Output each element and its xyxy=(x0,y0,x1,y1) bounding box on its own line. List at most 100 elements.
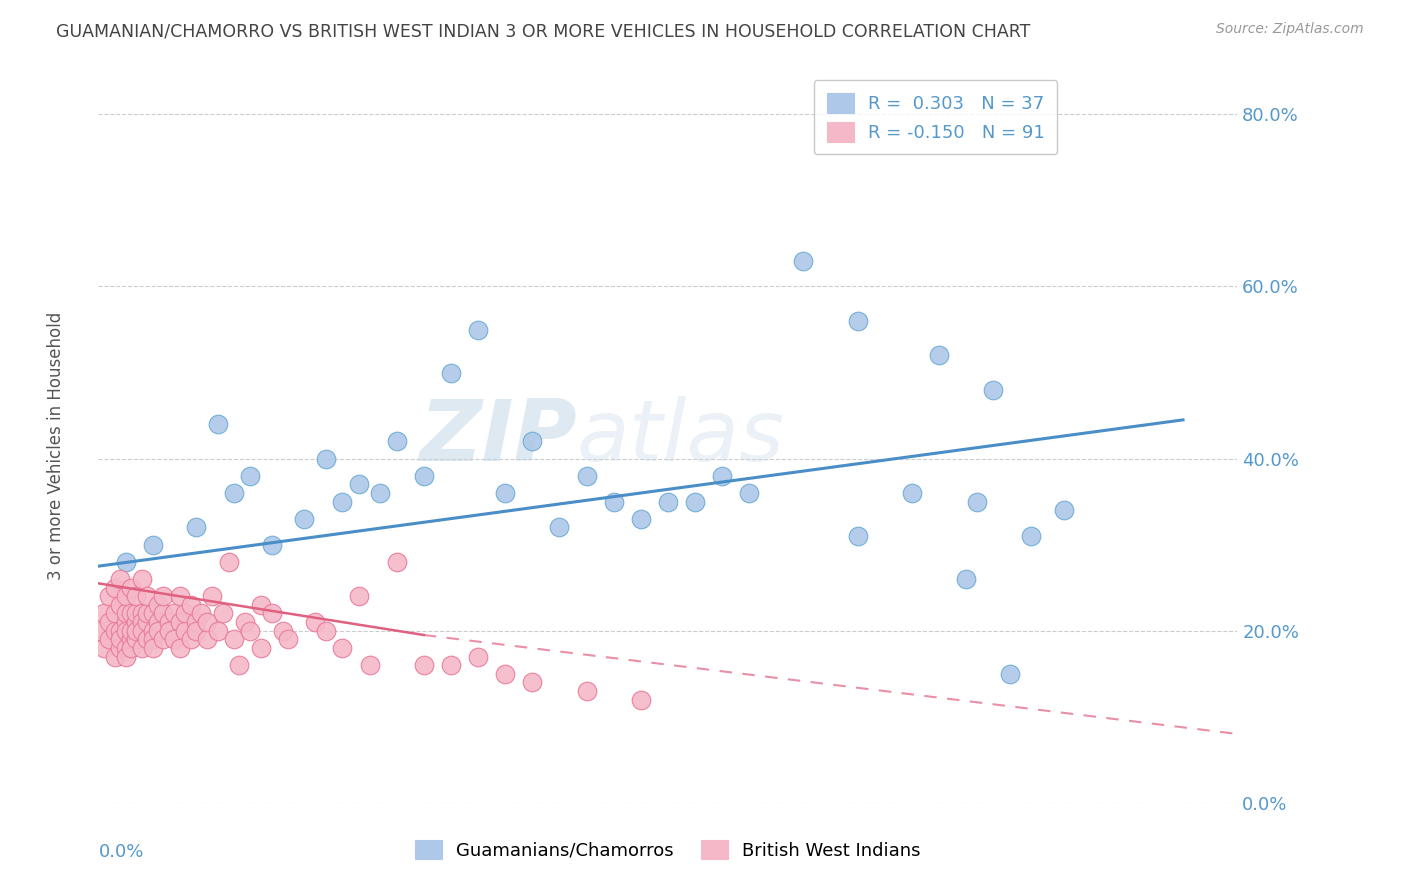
Point xyxy=(711,468,734,483)
Point xyxy=(184,624,207,638)
Point xyxy=(304,615,326,629)
Point xyxy=(169,640,191,655)
Point xyxy=(120,632,142,647)
Point xyxy=(494,666,516,681)
Point xyxy=(98,615,121,629)
Point xyxy=(142,632,165,647)
Point xyxy=(966,494,988,508)
Point xyxy=(87,624,110,638)
Point xyxy=(1053,503,1076,517)
Point xyxy=(142,607,165,621)
Point xyxy=(315,624,337,638)
Point xyxy=(108,572,131,586)
Point xyxy=(142,624,165,638)
Point xyxy=(174,607,197,621)
Point xyxy=(630,692,652,706)
Point xyxy=(104,649,127,664)
Point xyxy=(467,322,489,336)
Point xyxy=(180,632,202,647)
Point xyxy=(359,658,381,673)
Point xyxy=(901,486,924,500)
Point xyxy=(146,615,169,629)
Point xyxy=(657,494,679,508)
Point xyxy=(385,434,408,449)
Point xyxy=(494,486,516,500)
Point xyxy=(136,632,159,647)
Point xyxy=(548,520,571,534)
Point xyxy=(190,607,212,621)
Point xyxy=(212,607,235,621)
Text: atlas: atlas xyxy=(576,395,785,479)
Text: 0.0%: 0.0% xyxy=(98,843,143,861)
Point xyxy=(294,512,316,526)
Point xyxy=(575,684,598,698)
Point xyxy=(142,538,165,552)
Point xyxy=(846,314,869,328)
Point xyxy=(93,640,115,655)
Point xyxy=(152,632,174,647)
Point xyxy=(114,589,136,603)
Point xyxy=(136,589,159,603)
Point xyxy=(131,624,153,638)
Point xyxy=(146,624,169,638)
Point xyxy=(131,640,153,655)
Point xyxy=(169,615,191,629)
Point xyxy=(108,598,131,612)
Point xyxy=(142,640,165,655)
Point xyxy=(440,658,463,673)
Point xyxy=(332,494,354,508)
Point xyxy=(222,632,245,647)
Text: 3 or more Vehicles in Household: 3 or more Vehicles in Household xyxy=(48,312,65,580)
Point xyxy=(998,666,1021,681)
Point xyxy=(169,589,191,603)
Point xyxy=(195,615,218,629)
Legend: Guamanians/Chamorros, British West Indians: Guamanians/Chamorros, British West India… xyxy=(408,832,928,867)
Point xyxy=(131,615,153,629)
Point xyxy=(108,624,131,638)
Point xyxy=(125,624,148,638)
Text: Source: ZipAtlas.com: Source: ZipAtlas.com xyxy=(1216,22,1364,37)
Text: ZIP: ZIP xyxy=(419,395,576,479)
Point xyxy=(104,607,127,621)
Point xyxy=(120,640,142,655)
Point xyxy=(250,598,273,612)
Point xyxy=(239,624,262,638)
Point xyxy=(120,607,142,621)
Point xyxy=(260,538,283,552)
Point xyxy=(250,640,273,655)
Point xyxy=(98,632,121,647)
Point xyxy=(602,494,624,508)
Point xyxy=(93,607,115,621)
Point xyxy=(412,468,434,483)
Point xyxy=(163,607,186,621)
Point xyxy=(104,581,127,595)
Point xyxy=(347,589,370,603)
Point xyxy=(125,615,148,629)
Point xyxy=(846,529,869,543)
Point xyxy=(233,615,256,629)
Point xyxy=(125,607,148,621)
Point xyxy=(522,434,544,449)
Point xyxy=(114,607,136,621)
Point xyxy=(174,624,197,638)
Point xyxy=(385,555,408,569)
Point xyxy=(152,607,174,621)
Point xyxy=(630,512,652,526)
Point xyxy=(108,632,131,647)
Point xyxy=(792,253,814,268)
Point xyxy=(120,581,142,595)
Point xyxy=(239,468,262,483)
Point xyxy=(114,615,136,629)
Point xyxy=(157,615,180,629)
Point xyxy=(114,640,136,655)
Point xyxy=(332,640,354,655)
Point xyxy=(195,632,218,647)
Point xyxy=(114,555,136,569)
Point xyxy=(131,607,153,621)
Point xyxy=(207,417,229,432)
Point xyxy=(981,383,1004,397)
Point xyxy=(184,615,207,629)
Point xyxy=(125,589,148,603)
Point xyxy=(260,607,283,621)
Point xyxy=(440,366,463,380)
